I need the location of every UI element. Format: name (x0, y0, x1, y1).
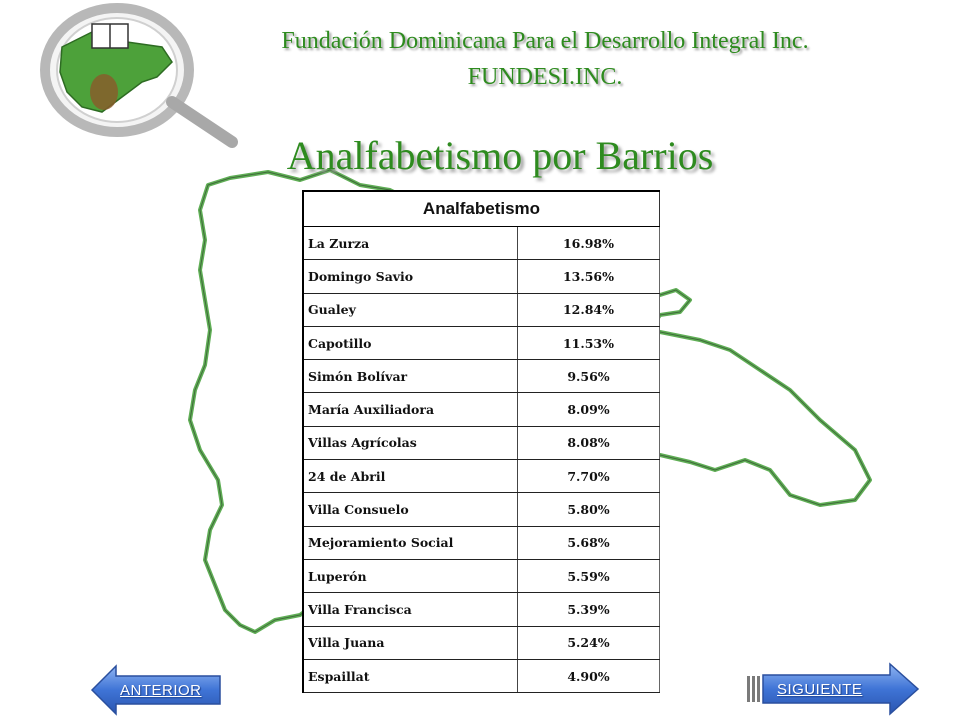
illiteracy-value: 8.08% (517, 426, 660, 461)
illiteracy-value: 5.59% (517, 559, 660, 594)
barrio-name: Domingo Savio (302, 259, 518, 294)
table-header-row: Analfabetismo (302, 190, 660, 227)
table-row: Capotillo 11.53% (302, 326, 660, 361)
table-row: Villa Juana 5.24% (302, 626, 660, 660)
table-row: La Zurza 16.98% (302, 226, 660, 261)
illiteracy-value: 9.56% (517, 359, 660, 394)
previous-button-label: ANTERIOR (120, 682, 202, 699)
illiteracy-value: 5.39% (517, 592, 660, 627)
illiteracy-value: 5.68% (517, 526, 660, 560)
illiteracy-value: 16.98% (517, 226, 660, 261)
illiteracy-value: 8.09% (517, 392, 660, 427)
illiteracy-table: Analfabetismo La Zurza 16.98% Domingo Sav… (302, 190, 660, 694)
right-arrow-icon (747, 662, 920, 716)
table-row: Villa Francisca 5.39% (302, 592, 660, 627)
previous-button[interactable]: ANTERIOR (90, 664, 222, 716)
illiteracy-value: 5.24% (517, 626, 660, 660)
barrio-name: Capotillo (302, 326, 518, 361)
organization-acronym: FUNDESI.INC. (467, 64, 623, 90)
barrio-name: Gualey (302, 293, 518, 327)
barrio-name: Villa Francisca (302, 592, 518, 627)
table-row: Mejoramiento Social 5.68% (302, 526, 660, 560)
table-row: María Auxiliadora 8.09% (302, 392, 660, 427)
barrio-name: Simón Bolívar (302, 359, 518, 394)
table-row: Villa Consuelo 5.80% (302, 492, 660, 527)
barrio-name: María Auxiliadora (302, 392, 518, 427)
magnifier-map-logo-icon (40, 3, 238, 148)
illiteracy-value: 4.90% (517, 659, 660, 694)
table-row: Domingo Savio 13.56% (302, 259, 660, 294)
next-button[interactable]: SIGUIENTE (745, 662, 920, 716)
illiteracy-value: 11.53% (517, 326, 660, 361)
barrio-name: Villa Consuelo (302, 492, 518, 527)
barrio-name: Mejoramiento Social (302, 526, 518, 560)
barrio-name: Luperón (302, 559, 518, 594)
table-row: 24 de Abril 7.70% (302, 459, 660, 494)
table-header: Analfabetismo (302, 190, 660, 227)
illiteracy-value: 13.56% (517, 259, 660, 294)
barrio-name: La Zurza (302, 226, 518, 261)
table-row: Gualey 12.84% (302, 293, 660, 327)
organization-name: Fundación Dominicana Para el Desarrollo … (281, 28, 809, 54)
table-row: Espaillat 4.90% (302, 659, 660, 694)
next-button-label: SIGUIENTE (777, 681, 863, 698)
page-title: Analfabetismo por Barrios (286, 133, 714, 178)
illiteracy-value: 5.80% (517, 492, 660, 527)
left-arrow-icon (90, 664, 221, 716)
table-row: Luperón 5.59% (302, 559, 660, 594)
barrio-name: Villa Juana (302, 626, 518, 660)
barrio-name: Espaillat (302, 659, 518, 694)
table-row: Villas Agrícolas 8.08% (302, 426, 660, 461)
table-row: Simón Bolívar 9.56% (302, 359, 660, 394)
illiteracy-value: 12.84% (517, 293, 660, 327)
barrio-name: Villas Agrícolas (302, 426, 518, 461)
barrio-name: 24 de Abril (302, 459, 518, 494)
illiteracy-value: 7.70% (517, 459, 660, 494)
